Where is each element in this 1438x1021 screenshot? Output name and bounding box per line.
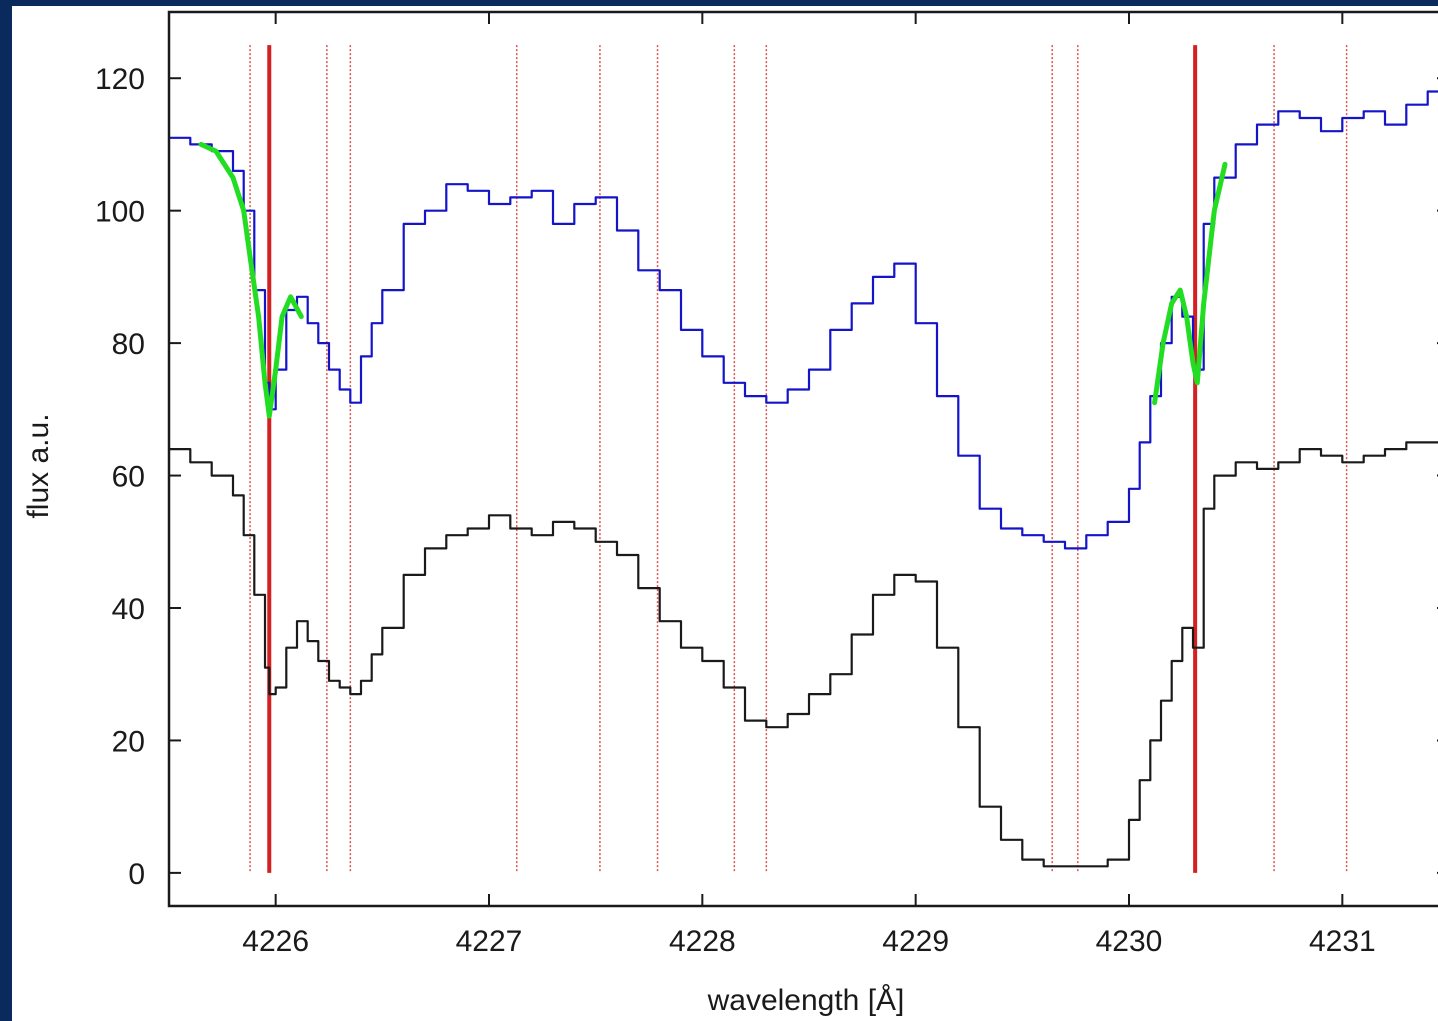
x-axis-label: wavelength [Å] <box>707 984 905 1017</box>
plot-border <box>167 10 1438 908</box>
x-tick-label: 4226 <box>242 925 309 958</box>
fit-spectrum-line <box>1152 161 1228 406</box>
fit-spectrum-line <box>198 141 304 419</box>
x-tick-label: 4229 <box>882 925 949 958</box>
y-tick-label: 40 <box>112 593 145 626</box>
spectrum-series <box>167 90 1438 868</box>
observed-spectrum-line <box>167 90 1438 550</box>
y-tick-label: 20 <box>112 725 145 758</box>
y-tick-label: 80 <box>112 328 145 361</box>
model-spectrum-line <box>167 441 1438 868</box>
y-tick-label: 0 <box>128 858 145 891</box>
x-tick-label: 4227 <box>456 925 523 958</box>
x-tick-label: 4228 <box>669 925 736 958</box>
x-tick-label: 4230 <box>1096 925 1163 958</box>
y-tick-label: 120 <box>95 63 145 96</box>
chart-frame: 4226 4227 4228 4229 4230 4231 0 20 40 60 80 100 120… <box>12 6 1438 1021</box>
line-markers <box>249 45 1348 873</box>
y-axis-ticks: 0 20 40 60 80 100 120 <box>95 63 1438 891</box>
spectrum-chart: 4226 4227 4228 4229 4230 4231 0 20 40 60 80 100 120… <box>22 10 1438 1017</box>
x-axis-ticks: 4226 4227 4228 4229 4230 4231 <box>242 12 1376 958</box>
y-tick-label: 60 <box>112 461 145 494</box>
y-axis-label: flux a.u. <box>22 413 55 518</box>
y-tick-label: 100 <box>95 196 145 229</box>
x-tick-label: 4231 <box>1309 925 1376 958</box>
